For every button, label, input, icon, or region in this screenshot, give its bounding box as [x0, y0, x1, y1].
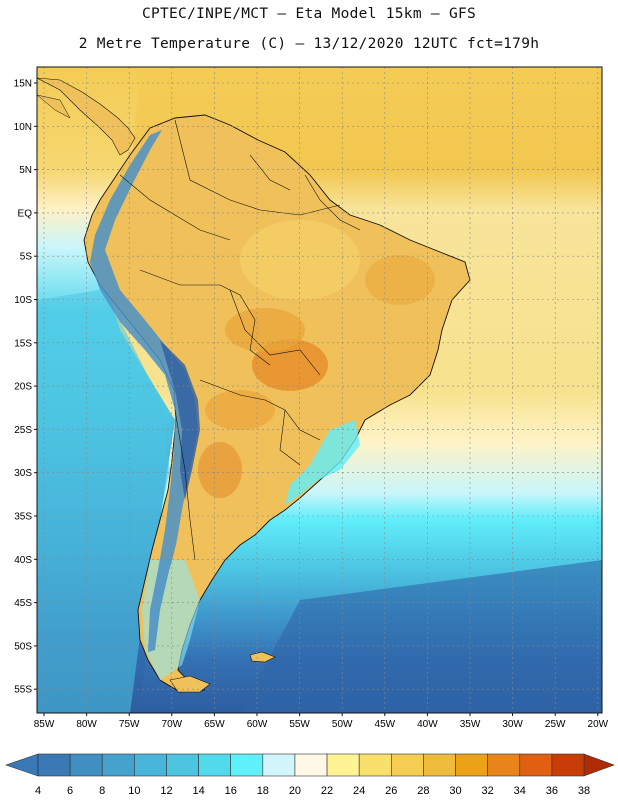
lat-label: 20S: [14, 382, 32, 393]
colorbar-swatch: [294, 753, 328, 777]
map-frame: [36, 66, 603, 714]
warm-zone-center: [225, 308, 305, 352]
lon-label: 60W: [247, 719, 268, 730]
colorbar-swatch: [551, 753, 585, 777]
lon-label: 45W: [375, 719, 396, 730]
colorbar-label: 24: [353, 785, 365, 797]
lat-label: 5S: [20, 252, 33, 263]
latitude-axis: 15N 10N 5N EQ 5S 10S 15S 20S 25S 30S 35S 40S 45S 50S 5…: [14, 79, 37, 696]
title-line-2: 2 Metre Temperature (C) – 13/12/2020 12U…: [78, 36, 540, 52]
lat-label: 10N: [14, 122, 32, 133]
colorbar-label: 20: [289, 785, 301, 797]
lat-label: 35S: [14, 512, 32, 523]
colorbar-swatch: [519, 753, 553, 777]
colorbar-swatch: [455, 753, 488, 777]
colorbar-label: 12: [160, 785, 172, 797]
graticule: [37, 67, 602, 713]
colorbar: 4 6 8 10 12 14 16 18 20 22 24 26 28 30 32 34 36 38: [5, 753, 615, 797]
lon-label: 25W: [545, 719, 566, 730]
lon-label: 55W: [289, 719, 310, 730]
colorbar-swatch: [198, 753, 232, 777]
lat-label: 10S: [14, 295, 32, 306]
colorbar-label: 32: [482, 785, 494, 797]
warm-zone-argentina: [198, 442, 242, 498]
colorbar-swatch: [487, 753, 521, 777]
colorbar-label: 18: [257, 785, 269, 797]
lon-label: 50W: [332, 719, 353, 730]
lon-label: 70W: [162, 719, 183, 730]
lon-label: 35W: [460, 719, 481, 730]
andes-cold-band: [90, 130, 198, 652]
colorbar-swatch: [134, 753, 167, 777]
land-peninsula: [37, 94, 71, 119]
lat-label: 15N: [14, 79, 32, 90]
lon-label: 80W: [76, 719, 97, 730]
colorbar-label: 28: [417, 785, 429, 797]
lat-label: 5N: [19, 165, 32, 176]
lat-label: 30S: [14, 468, 32, 479]
hot-zone-pantanal: [252, 339, 328, 391]
colorbar-swatch: [101, 753, 135, 777]
mild-zone-amazon: [240, 220, 360, 300]
land-falklands: [249, 651, 276, 663]
colorbar-label: 34: [514, 785, 526, 797]
colorbar-swatch: [326, 753, 360, 777]
title-line-1: CPTEC/INPE/MCT – Eta Model 15km – GFS: [141, 6, 477, 22]
warm-zone-chaco: [205, 390, 275, 430]
lon-label: 75W: [119, 719, 140, 730]
colorbar-label: 36: [546, 785, 558, 797]
lat-label: 45S: [14, 598, 32, 609]
colorbar-label: 4: [35, 785, 41, 797]
colorbar-swatch: [423, 753, 456, 777]
country-borders: [119, 119, 361, 561]
warm-zone-northeast: [365, 255, 435, 305]
lat-label: EQ: [18, 208, 33, 219]
land-tierra-del-fuego: [169, 675, 211, 693]
lat-label: 55S: [14, 685, 32, 696]
lat-label: 25S: [14, 425, 32, 436]
longitude-axis: 85W 80W 75W 70W 65W 60W 55W 50W 45W 40W 35W 30W 25W 2…: [34, 713, 609, 730]
colorbar-label: 30: [449, 785, 461, 797]
lon-label: 40W: [417, 719, 438, 730]
colorbar-label: 14: [192, 785, 204, 797]
lon-label: 85W: [34, 719, 55, 730]
lon-label: 30W: [502, 719, 523, 730]
colorbar-label: 8: [99, 785, 105, 797]
colorbar-swatch: [166, 753, 199, 777]
colorbar-swatch: [262, 753, 296, 777]
colorbar-swatch: [390, 753, 424, 777]
lat-label: 50S: [14, 641, 32, 652]
colorbar-label: 10: [128, 785, 140, 797]
andes-core: [160, 340, 200, 500]
colorbar-swatch: [37, 753, 71, 777]
colorbar-swatch: [230, 753, 264, 777]
ocean-pacific-cool: [37, 290, 170, 713]
land-central-america: [37, 77, 136, 156]
lat-label: 40S: [14, 555, 32, 566]
cool-zone-southeast: [285, 420, 360, 505]
colorbar-label: 26: [385, 785, 397, 797]
colorbar-swatch: [358, 753, 392, 777]
colorbar-label: 6: [67, 785, 73, 797]
lat-label: 15S: [14, 338, 32, 349]
lon-label: 65W: [204, 719, 225, 730]
map-area: [37, 67, 602, 713]
ocean-south-deep: [240, 560, 602, 713]
lon-label: 20W: [588, 719, 609, 730]
colorbar-label: 16: [225, 785, 237, 797]
colorbar-swatch: [69, 753, 103, 777]
colorbar-low-arrow: [5, 753, 39, 777]
colorbar-label: 38: [578, 785, 590, 797]
colorbar-high-arrow: [583, 753, 615, 777]
colorbar-label: 22: [321, 785, 333, 797]
